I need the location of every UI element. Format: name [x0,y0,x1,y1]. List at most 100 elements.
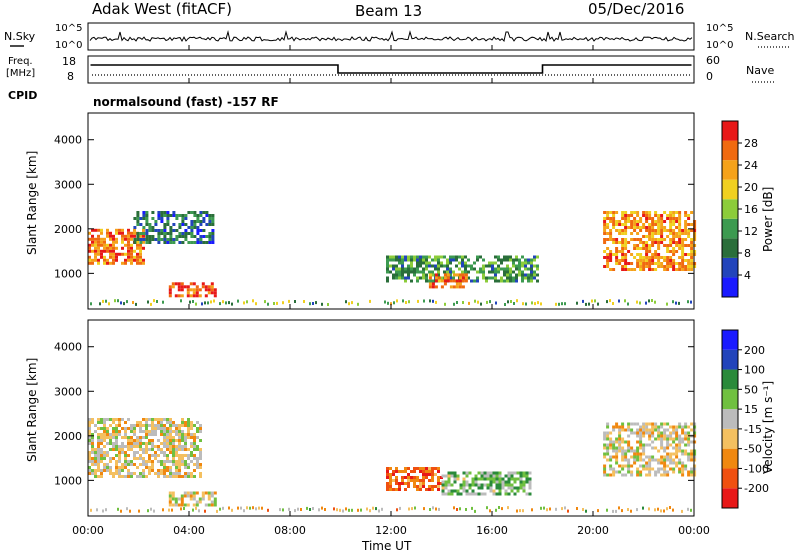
heatmap-cell [121,469,124,472]
heatmap-cell [648,461,652,465]
heatmap-cell [181,418,184,421]
heatmap-cell [516,471,520,475]
heatmap-cell [678,223,682,226]
heatmap-cell [687,473,691,477]
heatmap-cell [97,469,100,472]
heatmap-cell [91,243,94,247]
heatmap-cell [404,270,407,274]
heatmap-cell [166,454,169,457]
heatmap-cell [175,424,178,427]
heatmap-cell [455,282,459,286]
heatmap-cell [435,507,437,511]
heatmap-cell [210,285,214,289]
heatmap-cell [621,217,625,220]
heatmap-cell [669,452,673,456]
heatmap-cell [675,434,679,438]
heatmap-cell [435,300,437,304]
heatmap-cell [133,258,136,262]
heatmap-cell [196,436,199,439]
heatmap-cell [130,249,133,253]
heatmap-cell [624,473,628,477]
heatmap-cell [440,285,444,289]
heatmap-cell [452,258,455,262]
heatmap-cell [112,445,115,448]
heatmap-cell [501,483,505,487]
heatmap-cell [130,445,133,448]
heatmap-cell [678,470,682,474]
heatmap-cell [615,223,619,226]
heatmap-cell [660,241,664,244]
heatmap-cell [124,454,127,457]
heatmap-cell [124,433,127,436]
freq-tick-8: 8 [67,70,74,83]
heatmap-cell [672,247,676,250]
heatmap-cell [621,265,625,268]
heatmap-cell [145,475,148,478]
nave-tick-0: 0 [706,70,713,83]
heatmap-cell [166,217,170,220]
heatmap-cell [500,258,503,262]
heatmap-cell [264,300,266,304]
heatmap-cell [477,492,481,496]
heatmap-cell [684,425,688,429]
heatmap-cell [207,491,211,495]
heatmap-cell [103,466,106,469]
heatmap-cell [91,258,94,262]
heatmap-cell [672,452,676,456]
heatmap-cell [582,508,584,511]
heatmap-cell [603,226,607,229]
heatmap-cell [124,445,127,448]
heatmap-cell [103,421,106,424]
heatmap-cell [181,475,184,478]
heatmap-cell [567,509,569,513]
heatmap-cell [109,252,112,256]
heatmap-cell [657,467,661,471]
heatmap-cell [612,425,616,429]
heatmap-cell [306,506,308,510]
heatmap-cell [398,261,401,265]
heatmap-cell [112,475,115,478]
heatmap-cell [615,247,619,250]
heatmap-cell [204,503,208,507]
heatmap-cell [422,255,425,259]
heatmap-cell [480,492,484,496]
heatmap-cell [672,467,676,471]
heatmap-cell [175,448,178,451]
heatmap-cell [145,445,148,448]
heatmap-cell [681,259,685,262]
heatmap-cell [510,300,512,303]
heatmap-cell [187,466,190,469]
heatmap-cell [169,436,172,439]
heatmap-cell [624,253,628,256]
heatmap-cell [525,302,527,306]
heatmap-cell [151,418,154,421]
heatmap-cell [174,497,178,501]
heatmap-cell [148,433,151,436]
heatmap-cell [675,449,679,453]
heatmap-cell [130,460,133,463]
heatmap-cell [528,477,532,481]
ytick-label: 3000 [54,178,82,191]
heatmap-cell [504,483,508,487]
heatmap-cell [464,255,467,259]
heatmap-cell [486,474,490,478]
heatmap-cell [501,480,505,484]
heatmap-cell [636,262,640,265]
heatmap-cell [527,276,530,280]
heatmap-cell [693,220,697,223]
heatmap-cell [261,506,263,510]
heatmap-cell [193,424,196,427]
heatmap-cell [416,261,419,265]
heatmap-cell [693,244,697,247]
heatmap-cell [521,261,524,265]
heatmap-cell [519,471,523,475]
heatmap-cell [443,273,447,277]
heatmap-cell [603,223,607,226]
heatmap-cell [186,494,190,498]
heatmap-cell [109,231,112,235]
heatmap-cell [288,507,290,511]
heatmap-cell [624,458,628,462]
heatmap-cell [102,509,104,513]
heatmap-cell [97,448,100,451]
heatmap-cell [419,485,422,488]
